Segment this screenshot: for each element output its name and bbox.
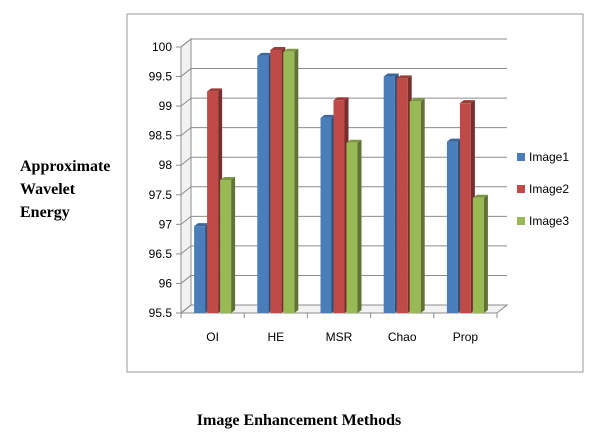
bar [396,75,412,313]
bar [320,114,336,313]
bar-front [207,91,219,313]
legend-swatch [517,217,525,225]
legend-label: Image3 [529,214,569,228]
gridline-diagonal [180,245,192,255]
bar [446,138,462,313]
y-tick-label: 97.5 [149,188,173,202]
bar-front [270,49,282,313]
legend-swatch [517,185,525,193]
bar-top [320,114,336,118]
y-axis-title-line: Energy [20,204,70,221]
bar-front [320,117,332,313]
bar [409,98,425,313]
y-tick-label: 97 [159,217,173,231]
bar-top [220,177,236,180]
bar-top [270,46,286,50]
bar-front [459,103,471,314]
bar-front [220,180,232,313]
bar-side [294,48,299,314]
bar-front [283,51,295,314]
x-axis-title: Image Enhancement Methods [196,412,402,429]
side-wall [180,37,192,315]
bar-side [357,139,362,313]
bar [283,48,299,314]
gridline-diagonal [180,68,192,77]
bar-front [194,226,206,313]
bar-top [207,88,223,92]
gridline-diagonal [180,97,192,107]
gridline-diagonal [180,127,192,137]
bar [459,100,475,314]
x-tick-label: HE [267,330,284,344]
bar-side [420,98,425,313]
bar-top [409,98,425,102]
bar-side [231,177,236,313]
bar-top [194,223,210,227]
bar-side [483,194,488,313]
y-axis: 95.5 96 96.5 97 97.5 98 98.5 99 99.5 100 [149,40,182,320]
bar-top [396,75,412,79]
gridline-diagonal [180,304,192,314]
bar [472,194,488,313]
bar [270,46,286,313]
bar-top [283,48,299,52]
gridline-diagonal [180,156,192,166]
x-tick-label: Chao [388,330,417,344]
x-tick-label: Prop [453,330,479,344]
bar-front [257,55,269,313]
bar-top [472,194,488,198]
bar-front [346,142,358,313]
bar-top [383,73,399,77]
y-tick-label: 98.5 [149,129,173,143]
y-axis-title-line: Approximate [20,158,111,175]
legend-label: Image1 [529,150,569,164]
gridline-diagonal [180,275,192,284]
y-tick-label: 100 [152,40,172,54]
bar-front [383,76,395,313]
bar-top [333,97,349,101]
bar [333,97,349,313]
y-axis-title: Approximate Wavelet Energy [20,155,132,224]
bar-top [346,139,362,143]
bar-front [446,141,458,313]
y-tick-label: 95.5 [149,306,173,320]
bar-front [472,197,484,313]
bar [220,177,236,313]
bar [383,73,399,313]
bar-front [396,78,408,313]
x-tick-label: OI [206,330,219,344]
bar [257,52,273,313]
bar-front [333,100,345,313]
y-axis-title-line: Wavelet [20,181,76,198]
y-tick-label: 99 [159,99,173,113]
legend-label: Image2 [529,182,569,196]
bar-top [446,138,462,142]
bar [207,88,223,313]
y-tick-label: 98 [159,158,173,172]
x-tick-label: MSR [326,330,353,344]
bars [194,46,488,314]
bar [194,223,210,313]
bar-front [409,101,421,313]
bar [346,139,362,313]
bar-top [257,52,273,56]
gridline-diagonal [180,215,192,225]
legend: Image1 Image2 Image3 [517,150,569,228]
y-tick-label: 96 [159,276,173,290]
gridline-diagonal [180,38,192,48]
y-tick-label: 96.5 [149,247,173,261]
gridline-diagonal [180,186,192,196]
legend-swatch [517,153,525,161]
bar-top [459,100,475,104]
y-tick-label: 99.5 [149,70,173,84]
